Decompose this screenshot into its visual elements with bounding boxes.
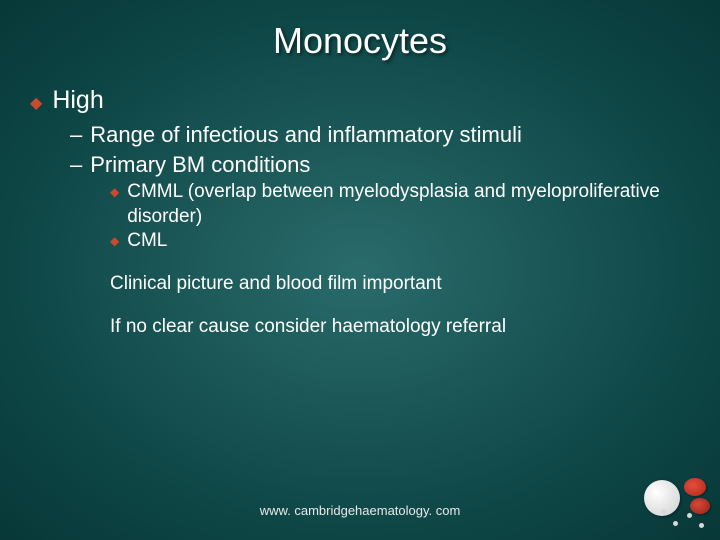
bullet-level2: – Primary BM conditions	[70, 151, 690, 179]
platelet-icon	[699, 523, 704, 528]
paragraph: Clinical picture and blood film importan…	[110, 272, 690, 297]
l3a-text: CMML (overlap between myelodysplasia and…	[127, 180, 690, 229]
bullet-level3: ◆ CMML (overlap between myelodysplasia a…	[110, 180, 690, 229]
diamond-bullet-icon: ◆	[110, 185, 119, 201]
l2a-text: Range of infectious and inflammatory sti…	[90, 121, 522, 149]
blood-cells-decoration	[622, 472, 712, 532]
diamond-bullet-icon: ◆	[30, 93, 42, 113]
platelet-icon	[661, 509, 666, 514]
slide-content: ◆ High – Range of infectious and inflamm…	[0, 62, 720, 339]
l1-text: High	[52, 86, 103, 115]
l2b-text: Primary BM conditions	[90, 151, 310, 179]
platelet-icon	[687, 513, 692, 518]
platelet-icon	[673, 521, 678, 526]
dash-bullet-icon: –	[70, 151, 82, 179]
diamond-bullet-icon: ◆	[110, 234, 119, 250]
slide: Monocytes ◆ High – Range of infectious a…	[0, 0, 720, 540]
red-cell-icon	[690, 498, 710, 514]
footer-url: www. cambridgehaematology. com	[0, 503, 720, 518]
slide-title: Monocytes	[0, 0, 720, 62]
bullet-level3: ◆ CML	[110, 229, 690, 254]
l3b-text: CML	[127, 229, 167, 254]
bullet-level2: – Range of infectious and inflammatory s…	[70, 121, 690, 149]
paragraph: If no clear cause consider haematology r…	[110, 315, 690, 340]
bullet-level1: ◆ High	[30, 86, 690, 115]
dash-bullet-icon: –	[70, 121, 82, 149]
red-cell-icon	[684, 478, 706, 496]
